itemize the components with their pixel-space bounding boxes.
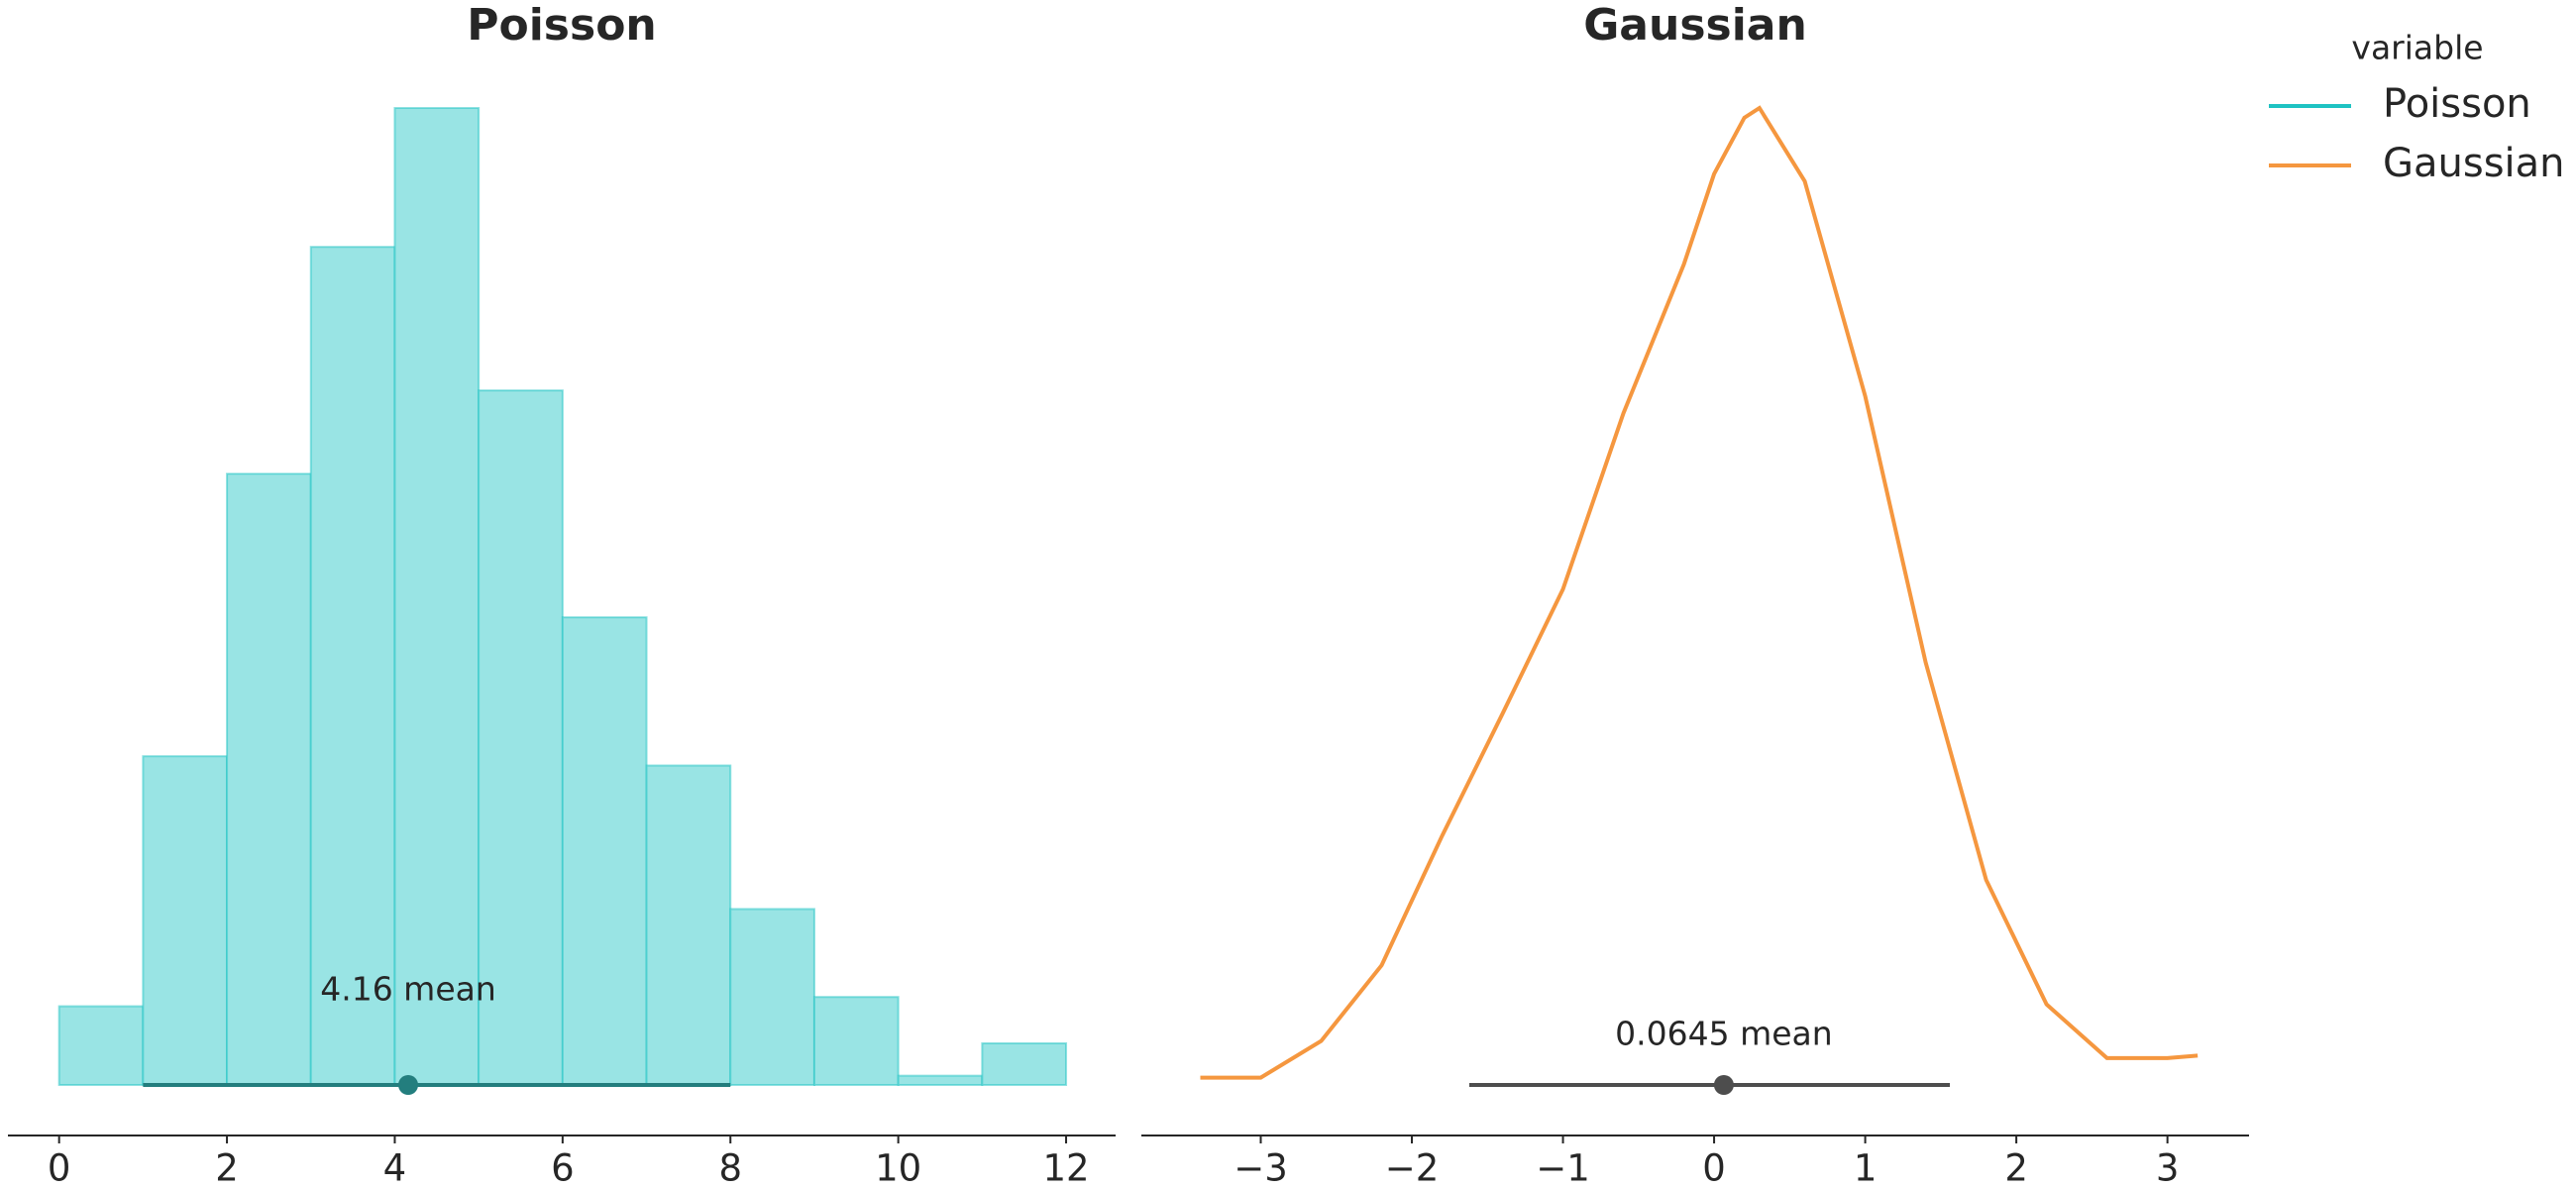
histogram-bar: [142, 755, 229, 1086]
x-tick-label: 8: [718, 1147, 742, 1189]
histogram-bar: [561, 616, 648, 1086]
x-tick-label: 1: [1854, 1147, 1878, 1189]
histogram-bar: [729, 908, 815, 1086]
panel-title: Gaussian: [1583, 0, 1807, 51]
x-tick-label: 4: [383, 1147, 407, 1189]
histogram-bar: [226, 473, 312, 1086]
x-tick-label: 12: [1042, 1147, 1089, 1189]
histogram-bar: [812, 996, 900, 1086]
x-tick-label: −1: [1536, 1147, 1590, 1189]
histogram-bar: [645, 764, 732, 1086]
mean-label: 0.0645 mean: [1615, 1015, 1833, 1053]
panel-title: Poisson: [467, 0, 657, 51]
mean-label: 4.16 mean: [320, 970, 496, 1009]
x-tick-label: 0: [48, 1147, 71, 1189]
mean-point: [398, 1075, 419, 1095]
x-tick-label: −2: [1385, 1147, 1440, 1189]
x-tick-label: 3: [2156, 1147, 2180, 1189]
density-line: [1200, 105, 2199, 1080]
legend-label: Poisson: [2383, 81, 2531, 127]
x-tick-label: 10: [875, 1147, 921, 1189]
histogram-bar: [981, 1041, 1068, 1086]
mean-point: [1713, 1075, 1734, 1095]
legend-label: Gaussian: [2383, 141, 2565, 186]
legend-title: variable: [2351, 29, 2483, 67]
histogram-bar: [897, 1074, 984, 1087]
x-tick-label: 6: [551, 1147, 575, 1189]
x-tick-label: −3: [1234, 1147, 1288, 1189]
histogram-bar: [478, 389, 564, 1086]
histogram-bar: [57, 1005, 145, 1087]
x-tick-label: 2: [2004, 1147, 2028, 1189]
x-tick-label: 2: [215, 1147, 239, 1189]
x-tick-label: 0: [1702, 1147, 1726, 1189]
histogram-bar: [393, 107, 481, 1086]
histogram-bar: [309, 246, 396, 1086]
